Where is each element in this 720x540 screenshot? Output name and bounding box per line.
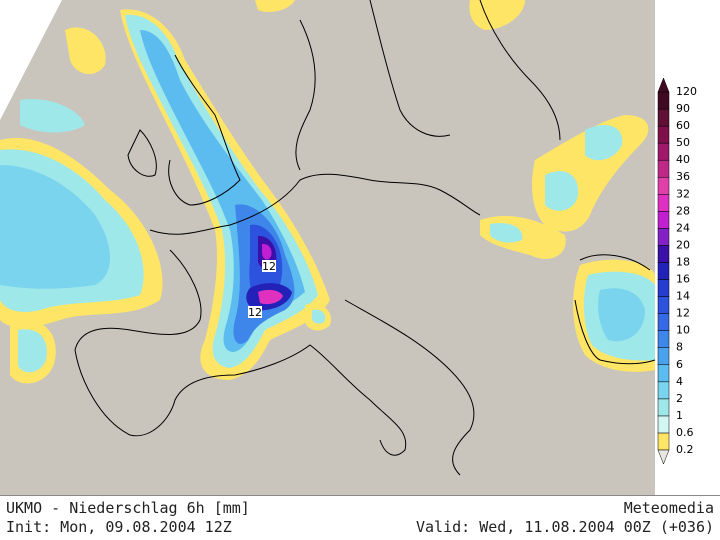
colorbar-label: 10 — [676, 324, 690, 337]
precip-area — [258, 289, 283, 305]
contour-label-box — [262, 260, 276, 272]
colorbar-label: 8 — [676, 341, 683, 354]
contour-label-box — [248, 306, 262, 318]
colorbar-label: 16 — [676, 273, 690, 286]
colorbar-swatch — [657, 125, 670, 144]
precip-area — [490, 222, 523, 243]
precip-area — [311, 309, 326, 324]
colorbar-label: 20 — [676, 238, 690, 251]
colorbar-label: 36 — [676, 170, 690, 183]
coastline — [369, 0, 561, 141]
precip-area — [18, 329, 47, 373]
contour-label: 12 — [262, 260, 276, 273]
colorbar-label: 0.6 — [676, 426, 694, 439]
colorbar-swatch — [657, 228, 670, 246]
precip-area — [545, 171, 579, 211]
precip-area — [0, 165, 110, 289]
colorbar-arrow — [657, 449, 670, 465]
footer-valid: Valid: Wed, 11.08.2004 00Z (+036) — [416, 518, 714, 536]
footer-title: UKMO - Niederschlag 6h [mm] — [6, 499, 250, 517]
colorbar-label: 32 — [676, 187, 690, 200]
colorbar-label: 2 — [676, 392, 683, 405]
colorbar-label: 120 — [676, 85, 697, 98]
precip-area — [20, 99, 85, 133]
precip-area — [469, 0, 525, 30]
colorbar-label: 6 — [676, 358, 683, 371]
colorbar-swatch — [657, 194, 670, 212]
map-edge — [0, 0, 62, 120]
footer-init: Init: Mon, 09.08.2004 12Z — [6, 518, 232, 536]
colorbar-arrow — [657, 77, 670, 93]
coastline — [344, 299, 475, 476]
colorbar-swatch — [657, 91, 670, 110]
colorbar-swatch — [657, 108, 670, 127]
colorbar-swatch — [657, 245, 670, 263]
colorbar-swatch — [657, 211, 670, 229]
coastline — [149, 173, 481, 235]
contour-label: 12 — [248, 306, 262, 319]
colorbar-swatch — [657, 159, 670, 178]
coastline — [295, 19, 316, 171]
colorbar-swatch — [657, 279, 670, 297]
colorbar-swatch — [657, 398, 670, 417]
colorbar-swatch — [657, 347, 670, 366]
colorbar-swatch — [657, 415, 670, 434]
colorbar-label: 0.2 — [676, 443, 694, 456]
colorbar-swatch — [657, 262, 670, 280]
colorbar-swatch — [657, 313, 670, 331]
colorbar-label: 1 — [676, 409, 683, 422]
footer-brand: Meteomedia — [624, 499, 714, 517]
colorbar-swatch — [657, 330, 670, 348]
colorbar-label: 4 — [676, 375, 683, 388]
colorbar-swatch — [657, 176, 670, 195]
colorbar-label: 90 — [676, 102, 690, 115]
colorbar-swatch — [657, 432, 670, 451]
colorbar-label: 14 — [676, 290, 690, 303]
colorbar-label: 12 — [676, 307, 690, 320]
precip-area — [65, 27, 106, 75]
precip-area — [262, 243, 272, 260]
colorbar-swatch — [657, 296, 670, 314]
precip-area — [255, 0, 295, 12]
colorbar-swatch — [657, 364, 670, 383]
precip-area — [598, 288, 645, 342]
colorbar: 0.20.61246810121416182024283236405060901… — [657, 77, 697, 465]
colorbar-label: 24 — [676, 221, 690, 234]
colorbar-label: 18 — [676, 255, 690, 268]
map: 12 12 — [0, 0, 656, 495]
colorbar-label: 50 — [676, 136, 690, 149]
colorbar-label: 28 — [676, 204, 690, 217]
coastline — [574, 254, 656, 365]
colorbar-swatch — [657, 142, 670, 161]
colorbar-label: 40 — [676, 153, 690, 166]
precip-area — [585, 125, 623, 161]
coastline — [168, 54, 241, 206]
colorbar-label: 60 — [676, 119, 690, 132]
coastline — [127, 129, 157, 177]
colorbar-swatch — [657, 381, 670, 400]
coastline — [74, 249, 407, 456]
